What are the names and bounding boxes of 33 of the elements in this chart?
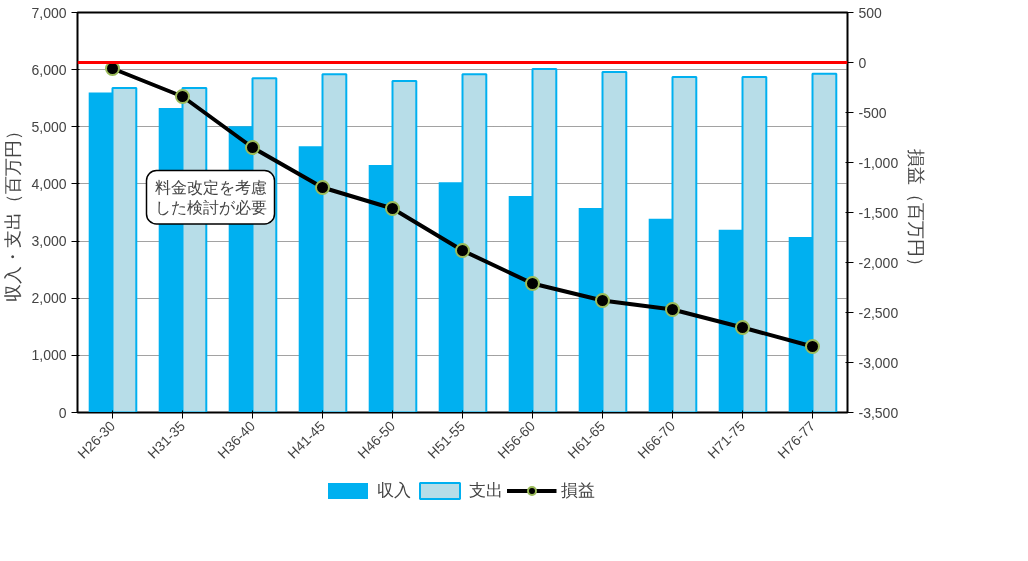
y2-tick-label: -1,500 (858, 204, 899, 221)
point (175, 89, 190, 104)
y2-tick-label: -3,000 (858, 354, 899, 371)
y-tick-label: 4,000 (31, 175, 67, 192)
y-tick-label: 7,000 (31, 4, 67, 21)
legend-label: 支出 (469, 479, 503, 502)
y2-tick-label: 0 (858, 54, 867, 71)
point (665, 302, 680, 317)
y-tick-label: 0 (58, 404, 67, 421)
point (315, 180, 330, 195)
y2-tick-label: -2,500 (858, 304, 899, 321)
y2-tick-label: 500 (858, 4, 883, 21)
y-axis-title: 収入・支出（百万円） (3, 122, 24, 303)
point (385, 201, 400, 216)
point (525, 276, 540, 291)
y2-axis-title: 損益（百万円） (906, 149, 927, 276)
point (595, 293, 610, 308)
y-tick-label: 1,000 (31, 347, 67, 364)
y2-tick-label: -500 (858, 104, 887, 121)
y-tick-label: 3,000 (31, 233, 67, 250)
y2-tick-label: -3,500 (858, 404, 899, 421)
y2-tick-label: -1,000 (858, 154, 899, 171)
y-tick-label: 6,000 (31, 61, 67, 78)
legend-label: 収入 (377, 479, 411, 502)
point (245, 140, 260, 155)
y-tick-label: 2,000 (31, 290, 67, 307)
point (735, 320, 750, 335)
y2-tick-label: -2,000 (858, 254, 899, 271)
y-tick-label: 5,000 (31, 118, 67, 135)
annotation: 料金改定を考慮した検討が必要 (154, 178, 267, 216)
point (455, 243, 470, 258)
legend-label: 損益 (561, 479, 595, 502)
point (805, 339, 820, 354)
